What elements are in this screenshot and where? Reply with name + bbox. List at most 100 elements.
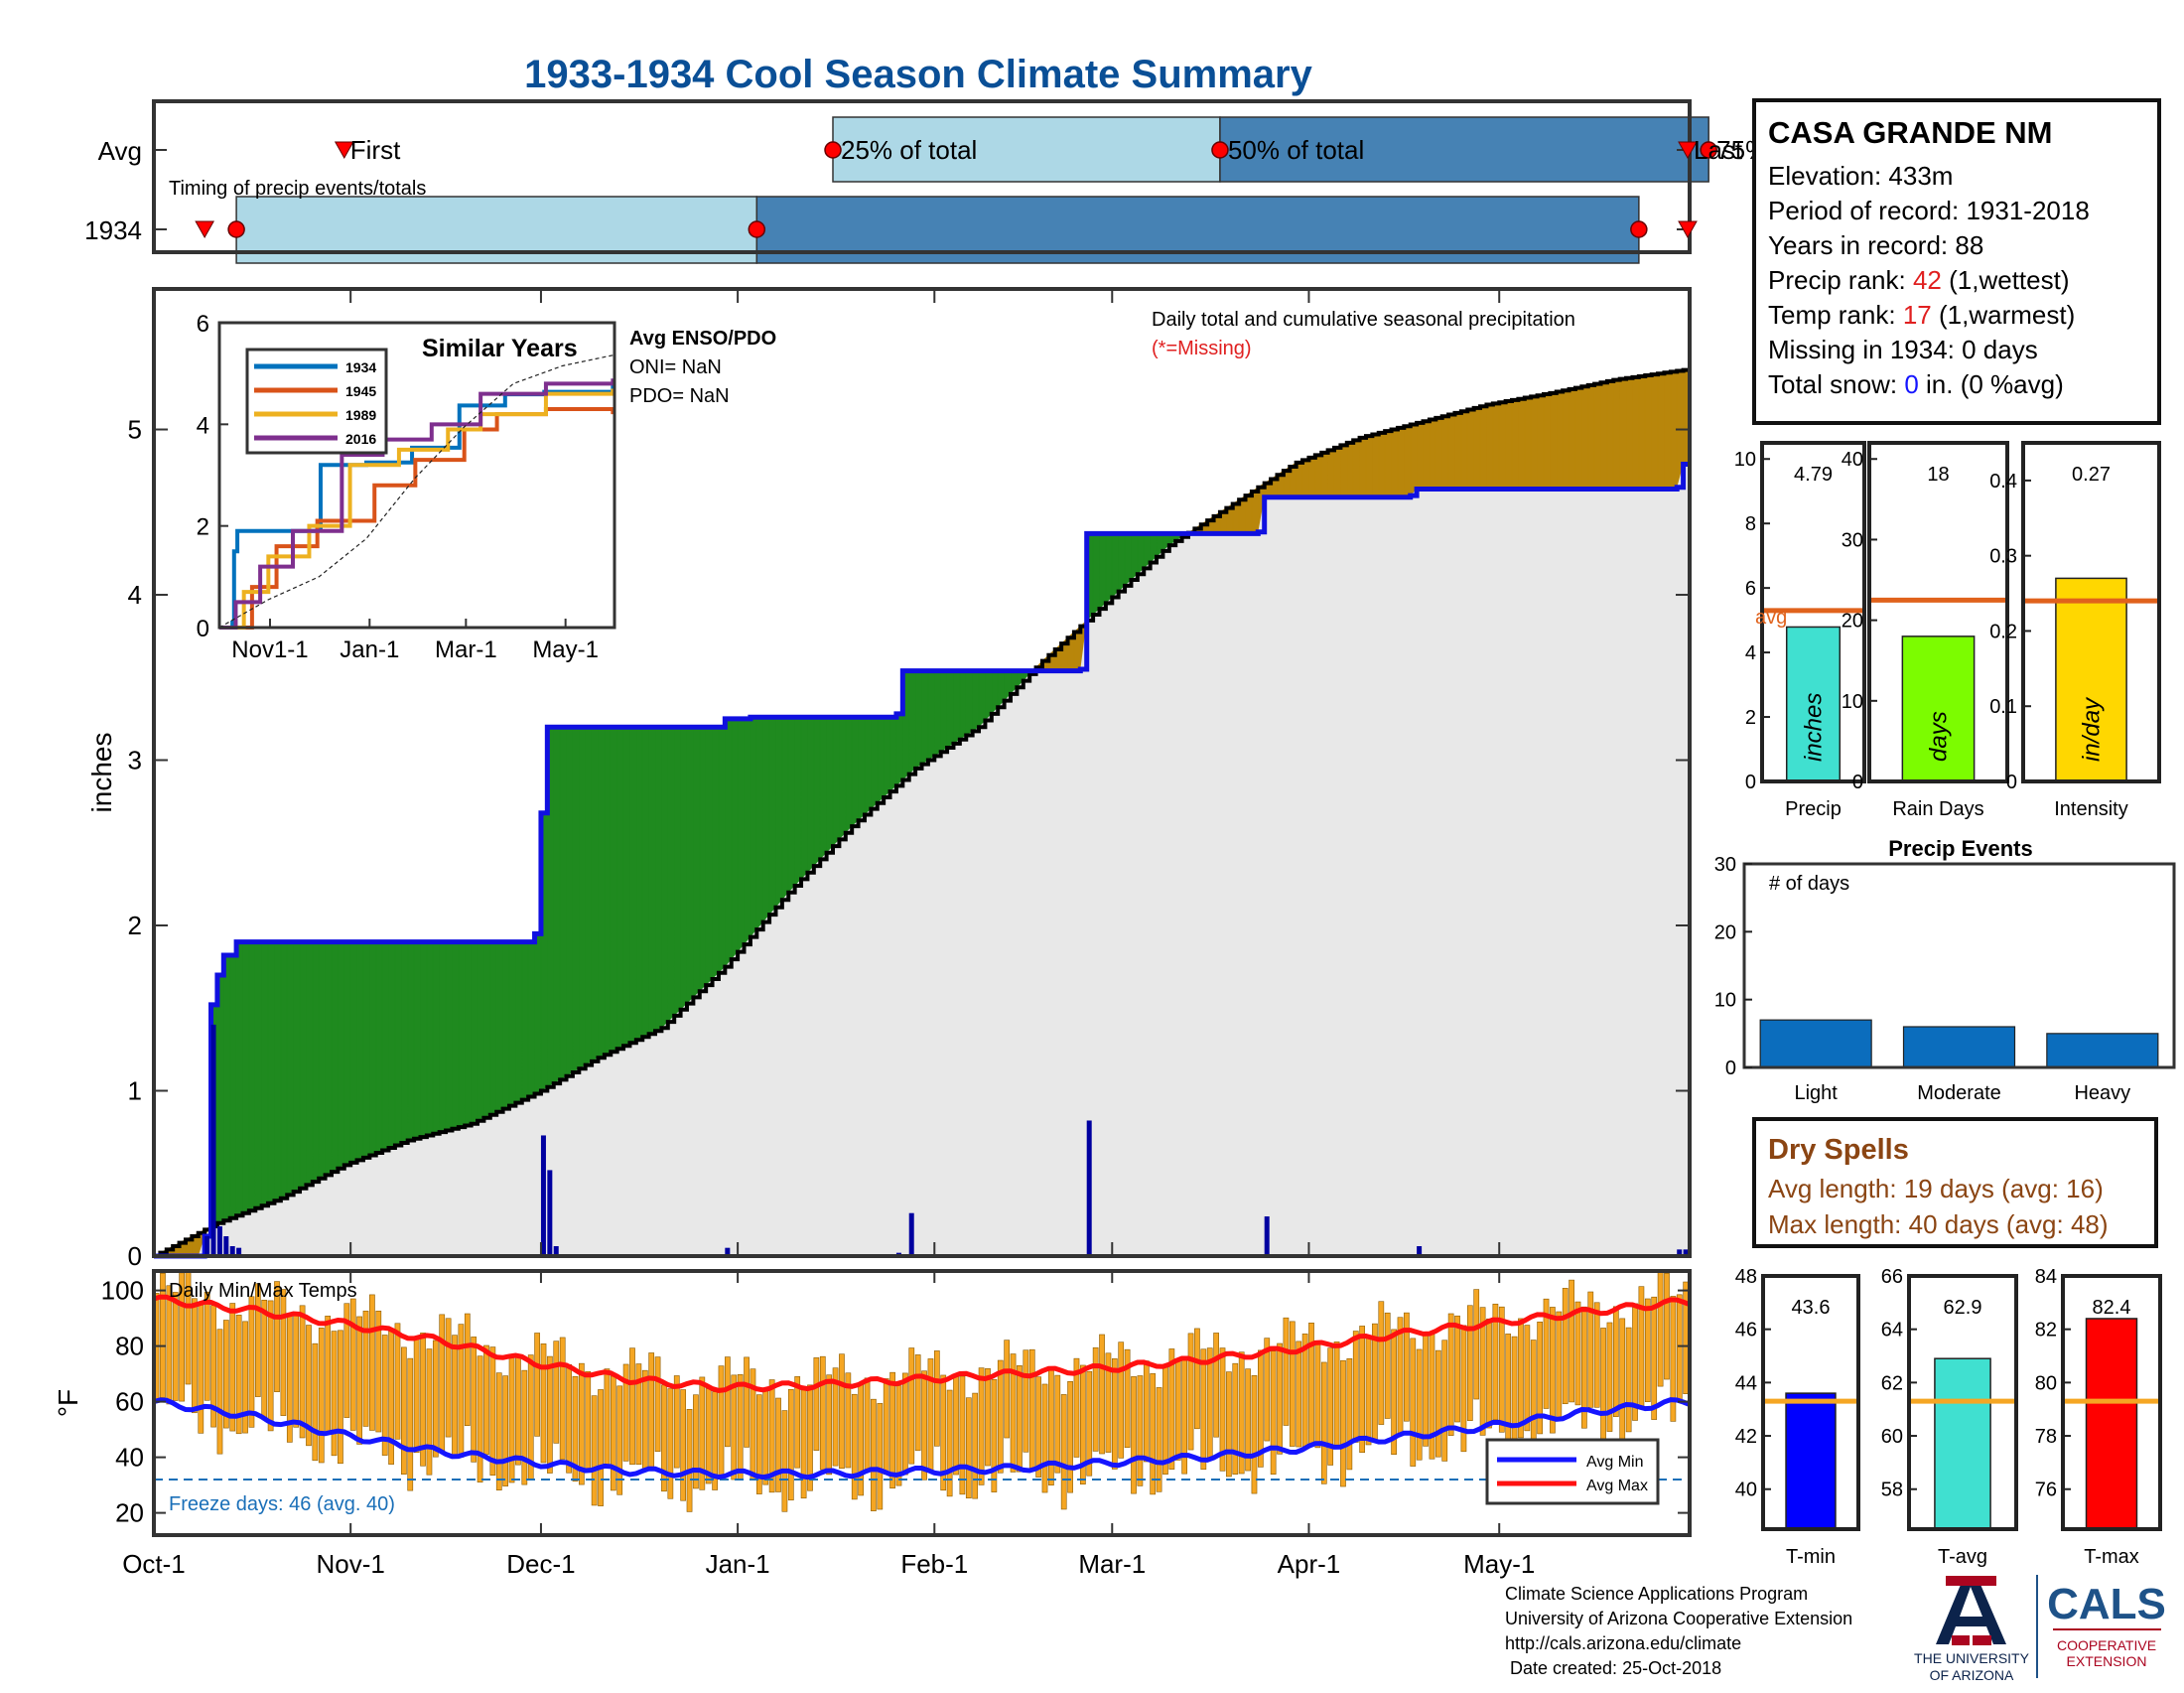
timing-year-last_day-marker bbox=[1678, 220, 1698, 239]
daily-temp-bar bbox=[1619, 1318, 1626, 1444]
daily-temp-bar bbox=[1118, 1341, 1125, 1459]
precip-summary-bars: 0 2 4 6 8 10 4.79 Precip inches avg 0 10 20 30 40 18 Rai… bbox=[1734, 441, 2161, 820]
precip-summary-ytick-label: 2 bbox=[1745, 707, 1756, 729]
daily-temp-bar bbox=[1550, 1307, 1556, 1434]
temp-tavg-summary-ytick-label: 60 bbox=[1881, 1426, 1903, 1448]
daily-temp-bar bbox=[1333, 1341, 1340, 1449]
daily-temp-bar bbox=[1441, 1340, 1448, 1462]
intensity-summary-ytick-label: 0.2 bbox=[1989, 621, 2017, 642]
timing-avg-first_day-marker bbox=[334, 141, 354, 160]
daily-temp-bar bbox=[819, 1355, 826, 1471]
daily-temp-bar bbox=[927, 1358, 934, 1472]
daily-temp-bar bbox=[1219, 1347, 1226, 1472]
daily-temp-bar bbox=[1143, 1360, 1150, 1463]
daily-temp-bar bbox=[1226, 1371, 1232, 1478]
precip-summary-value-label: 4.79 bbox=[1794, 464, 1833, 486]
temp-tmax-summary-ytick-label: 76 bbox=[2035, 1480, 2057, 1501]
daily-temp-bar bbox=[755, 1394, 762, 1494]
daily-temp-bar bbox=[693, 1394, 699, 1489]
enso-oni: ONI= NaN bbox=[629, 356, 722, 378]
daily-temp-bar bbox=[1664, 1273, 1670, 1380]
daily-temp-bar bbox=[787, 1388, 794, 1501]
month-tick-label: Dec-1 bbox=[506, 1549, 575, 1579]
daily-temp-bar bbox=[1416, 1348, 1423, 1461]
daily-temp-bar bbox=[585, 1370, 592, 1474]
daily-temp-bar bbox=[483, 1344, 489, 1456]
daily-temp-bar bbox=[667, 1388, 674, 1499]
daily-temp-bar bbox=[1600, 1328, 1606, 1454]
daily-temp-bar bbox=[1327, 1347, 1334, 1466]
temp-tmin-summary-ytick-label: 48 bbox=[1735, 1266, 1757, 1288]
daily-temp-bar bbox=[293, 1315, 300, 1428]
daily-temp-bar bbox=[946, 1389, 953, 1497]
daily-temp-bar bbox=[204, 1291, 210, 1401]
raindays-summary-xlabel: Rain Days bbox=[1892, 798, 1983, 820]
daily-temp-bar bbox=[1657, 1272, 1664, 1387]
daily-temp-bar bbox=[192, 1298, 198, 1414]
precip-panel: 0 1 2 3 4 5 inches Daily total and cumulative… bbox=[86, 287, 1692, 1271]
precip-summary-xlabel: Precip bbox=[1785, 798, 1842, 820]
temp-ytick-label: 20 bbox=[115, 1498, 144, 1528]
temp-ytick-label: 80 bbox=[115, 1332, 144, 1361]
daily-temp-bar bbox=[1048, 1367, 1054, 1485]
daily-temp-bar bbox=[248, 1296, 255, 1428]
daily-temp-bar bbox=[1296, 1340, 1302, 1448]
cumulative-observed-line bbox=[154, 461, 1690, 1259]
intensity-summary-ytick-label: 0.4 bbox=[1989, 471, 2017, 493]
daily-temp-bar bbox=[1543, 1298, 1550, 1409]
cals-logo-sub1: COOPERATIVE bbox=[2057, 1637, 2156, 1653]
daily-temp-bar bbox=[953, 1375, 959, 1476]
daily-temp-bar bbox=[699, 1376, 706, 1490]
daily-temp-bar bbox=[1676, 1294, 1683, 1403]
daily-temp-bar bbox=[381, 1335, 388, 1456]
precip-summary-unit-label: inches bbox=[1801, 693, 1828, 762]
cumulative-average-line bbox=[154, 367, 1690, 1258]
daily-temp-bar bbox=[349, 1298, 356, 1431]
similar-year-line-1989 bbox=[219, 388, 615, 630]
daily-temp-bar bbox=[1384, 1312, 1391, 1419]
daily-temp-bar bbox=[1587, 1291, 1594, 1408]
daily-temp-bar bbox=[1574, 1301, 1581, 1406]
daily-temp-bar bbox=[680, 1389, 686, 1501]
inset-ytick-label: 6 bbox=[197, 311, 209, 338]
precip-summary-ytick-label: 6 bbox=[1745, 578, 1756, 600]
daily-temp-bar bbox=[1086, 1370, 1093, 1477]
temp-tavg-summary-bar bbox=[1934, 1357, 1991, 1530]
precip-summary-ytick-label: 8 bbox=[1745, 513, 1756, 535]
timing-row-avg-label: Avg bbox=[98, 136, 142, 166]
freeze-days-label: Freeze days: 46 (avg. 40) bbox=[169, 1493, 395, 1515]
temp-summary-bars: 40 42 44 46 48 43.6 T-min 58 60 62 64 66 62.9 T-avg 76… bbox=[1735, 1266, 2162, 1568]
events-ytick-label: 0 bbox=[1725, 1058, 1736, 1079]
daily-temp-bar bbox=[686, 1408, 693, 1512]
daily-temp-bar bbox=[1111, 1358, 1118, 1470]
daily-temp-bar bbox=[343, 1303, 350, 1418]
daily-precip-bar bbox=[210, 1024, 216, 1256]
daily-temp-bar bbox=[1429, 1332, 1435, 1460]
similar-average-line bbox=[218, 354, 614, 629]
events-bar-heavy bbox=[2046, 1033, 2159, 1068]
intensity-summary-ytick-label: 0.3 bbox=[1989, 546, 2017, 568]
temp-tavg-summary-ytick-label: 66 bbox=[1881, 1266, 1903, 1288]
daily-temp-bar bbox=[1612, 1306, 1619, 1417]
daily-temp-bar bbox=[1683, 1281, 1690, 1394]
daily-temp-bar bbox=[1251, 1375, 1258, 1494]
temp-panel-title: Daily Min/Max Temps bbox=[169, 1280, 357, 1302]
raindays-summary-frame bbox=[1867, 441, 2009, 783]
daily-temp-bar bbox=[1606, 1322, 1613, 1432]
daily-temp-bar bbox=[331, 1331, 338, 1457]
month-tick-label: Jan-1 bbox=[706, 1549, 770, 1579]
temperature-panel: 20 40 60 80 100 °F Daily Min/Max Temps Freez… bbox=[53, 1269, 1692, 1579]
daily-temp-bar bbox=[362, 1310, 369, 1427]
daily-temp-bar bbox=[1581, 1306, 1587, 1429]
timing-year-first_day-marker bbox=[195, 220, 214, 239]
temp-legend: Avg Min Avg Max bbox=[1485, 1438, 1660, 1505]
daily-temp-bar bbox=[877, 1403, 884, 1510]
temp-tmax-summary-frame bbox=[2061, 1274, 2162, 1531]
daily-temp-bar bbox=[1283, 1317, 1290, 1426]
temp-tmin-summary-xlabel: T-min bbox=[1786, 1546, 1836, 1568]
ua-logo-line1: THE UNIVERSITY bbox=[1914, 1650, 2030, 1666]
svg-text:Elevation: 433m: Elevation: 433m bbox=[1768, 161, 1953, 191]
daily-temp-bar bbox=[1041, 1383, 1048, 1493]
daily-temp-bar bbox=[547, 1355, 553, 1474]
daily-temp-bar bbox=[1651, 1296, 1658, 1420]
